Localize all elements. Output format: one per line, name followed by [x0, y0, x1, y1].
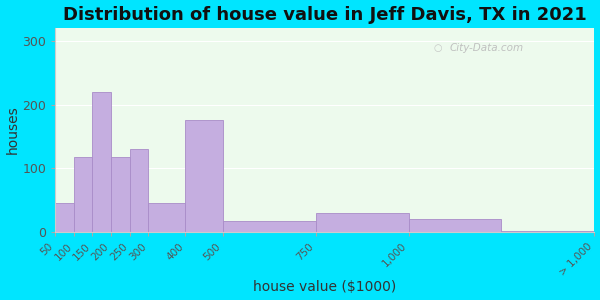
Bar — [185, 121, 223, 232]
Bar — [316, 213, 409, 232]
Title: Distribution of house value in Jeff Davis, TX in 2021: Distribution of house value in Jeff Davi… — [63, 6, 587, 24]
Bar — [55, 203, 74, 232]
Text: ○: ○ — [434, 43, 442, 53]
Bar — [111, 157, 130, 232]
Bar — [148, 203, 185, 232]
Bar — [502, 231, 595, 232]
Bar — [130, 149, 148, 232]
Bar — [409, 220, 502, 232]
Bar — [223, 221, 316, 232]
Bar — [92, 92, 111, 232]
Text: City-Data.com: City-Data.com — [449, 43, 524, 53]
Bar — [74, 157, 92, 232]
X-axis label: house value ($1000): house value ($1000) — [253, 280, 397, 294]
Y-axis label: houses: houses — [5, 106, 20, 154]
